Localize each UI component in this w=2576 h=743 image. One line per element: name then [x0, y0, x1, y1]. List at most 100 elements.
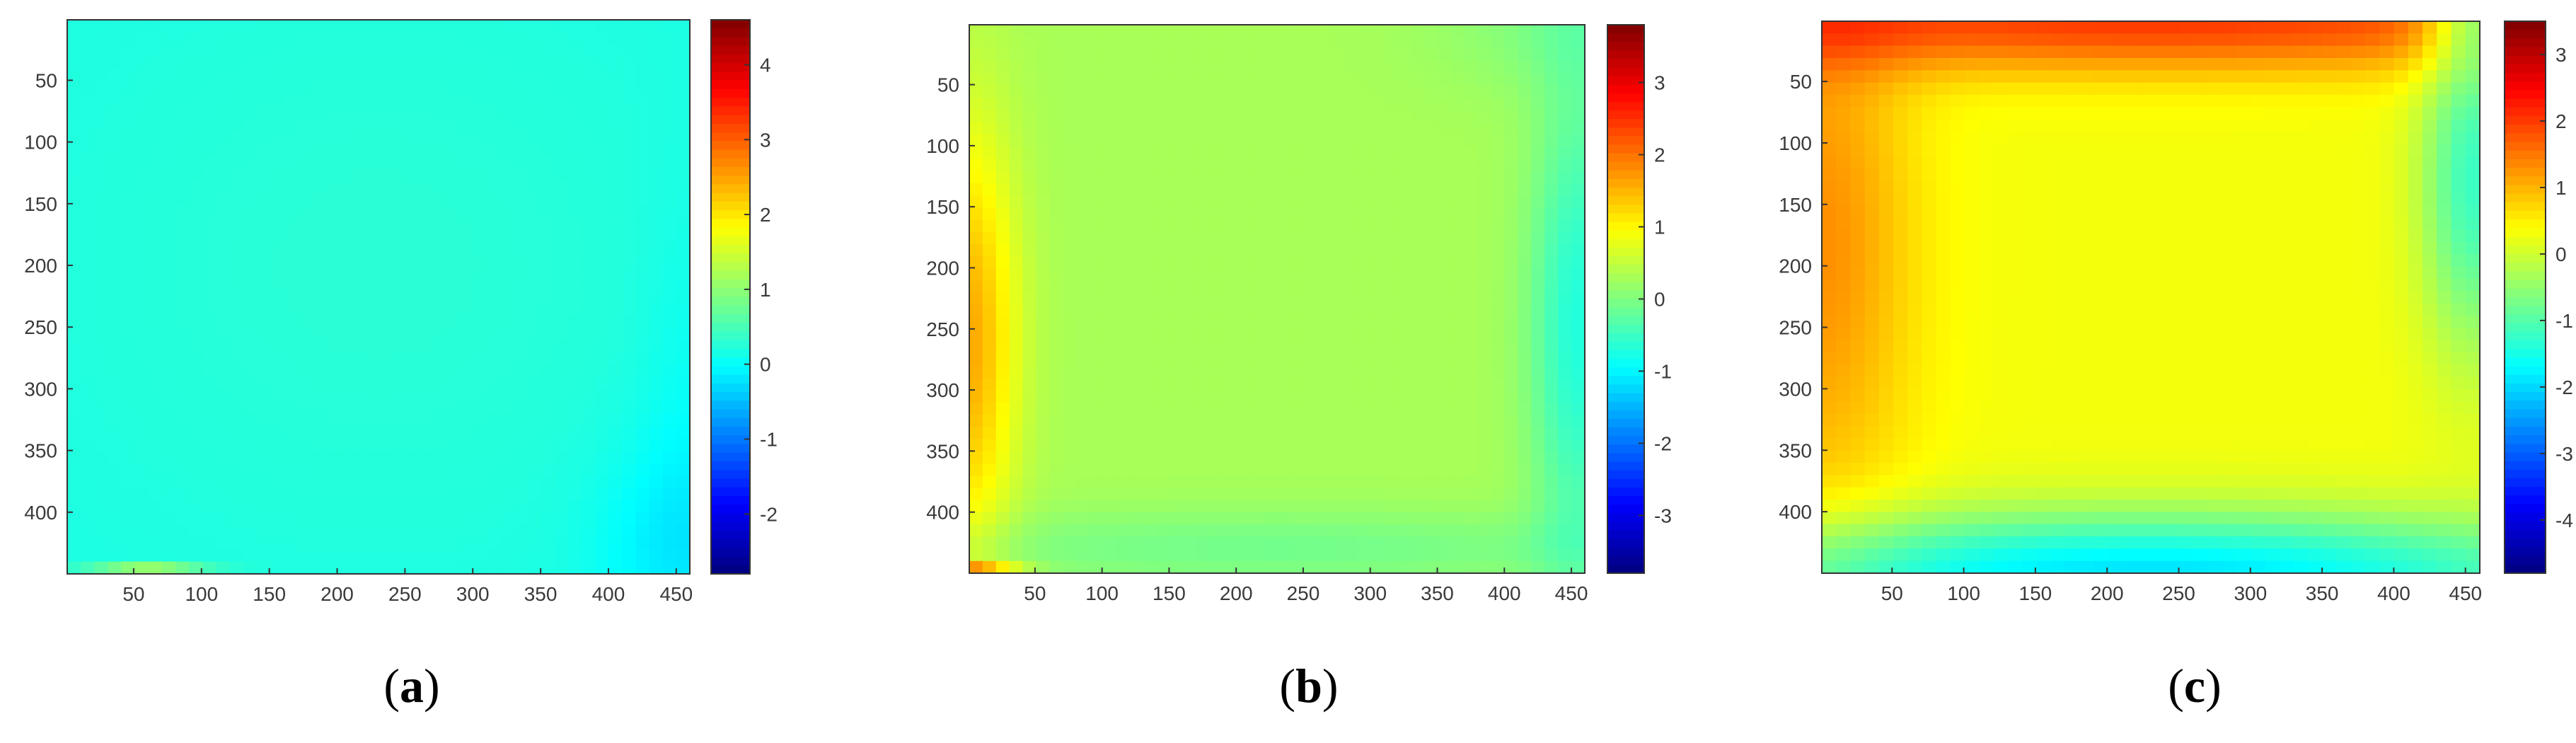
heatmap-cell [379, 81, 393, 95]
heatmap-cell [108, 155, 122, 168]
heatmap-cell [608, 20, 623, 33]
heatmap-cell [284, 93, 299, 107]
heatmap-cell [2222, 70, 2238, 83]
heatmap-cell [2236, 21, 2252, 35]
heatmap-cell [270, 130, 284, 144]
heatmap-cell [2251, 58, 2266, 71]
heatmap-cell [364, 69, 379, 82]
heatmap-cell [2122, 144, 2137, 157]
heatmap-cell [284, 118, 299, 132]
heatmap-cell [662, 32, 677, 45]
heatmap-cell [2151, 45, 2166, 59]
heatmap-cell [2279, 107, 2294, 120]
heatmap-cell [635, 44, 650, 57]
heatmap-cell [161, 105, 176, 119]
heatmap-cell [527, 69, 542, 82]
heatmap-cell [608, 32, 623, 45]
heatmap-cell [1893, 95, 1909, 108]
heatmap-cell [284, 130, 299, 144]
heatmap-cell [2365, 132, 2381, 145]
heatmap-cell [2193, 70, 2209, 83]
heatmap-cell [595, 81, 610, 95]
heatmap-cell [392, 105, 407, 119]
heatmap-cell [189, 20, 204, 33]
heatmap-cell [1922, 168, 1937, 182]
heatmap-cell [202, 69, 217, 82]
heatmap-cell [419, 118, 434, 132]
heatmap-cell [121, 143, 136, 156]
heatmap-cell [2422, 95, 2438, 108]
heatmap-cell [81, 20, 96, 33]
heatmap-cell [662, 105, 677, 119]
heatmap-cell [2308, 119, 2323, 132]
heatmap-cell [2294, 144, 2309, 157]
heatmap-cell [2136, 21, 2152, 35]
heatmap-cell [2422, 144, 2438, 157]
heatmap-cell [1878, 70, 1894, 83]
heatmap-cell [432, 143, 447, 156]
heatmap-cell [405, 57, 420, 70]
heatmap-cell [2265, 119, 2280, 132]
heatmap-cell [635, 57, 650, 70]
heatmap-cell [2322, 132, 2338, 145]
heatmap-cell [2437, 168, 2452, 182]
heatmap-cell [1979, 107, 1994, 120]
heatmap-cell [1965, 132, 1980, 145]
heatmap-cell [2322, 107, 2338, 120]
heatmap-cell [2007, 58, 2023, 71]
heatmap-cell [243, 44, 258, 57]
heatmap-cell [2222, 21, 2238, 35]
heatmap-cell [2365, 33, 2381, 47]
heatmap-cell [364, 93, 379, 107]
heatmap-cell [2393, 144, 2409, 157]
heatmap-cell [2050, 168, 2066, 182]
heatmap-cell [405, 32, 420, 45]
heatmap-cell [2279, 168, 2294, 182]
heatmap-cell [2279, 95, 2294, 108]
heatmap-cell [419, 57, 434, 70]
heatmap-cell [487, 57, 501, 70]
heatmap-cell [1850, 33, 1866, 47]
heatmap-cell [324, 69, 339, 82]
heatmap-cell [108, 81, 122, 95]
heatmap-cell [662, 20, 677, 33]
heatmap-cell [1864, 82, 1880, 96]
heatmap-cell [2365, 144, 2381, 157]
heatmap-cell [324, 130, 339, 144]
heatmap-cell [1878, 58, 1894, 71]
heatmap-cell [67, 130, 81, 144]
heatmap-cell [446, 118, 461, 132]
heatmap-cell [392, 93, 407, 107]
heatmap-cell [134, 57, 149, 70]
heatmap-cell [419, 143, 434, 156]
heatmap-cell [446, 143, 461, 156]
heatmap-cell [1850, 21, 1866, 35]
heatmap-cell [2336, 21, 2352, 35]
heatmap-cell [459, 69, 474, 82]
heatmap-cell [2151, 119, 2166, 132]
heatmap-cell [1850, 107, 1866, 120]
heatmap-cell [2336, 156, 2352, 169]
heatmap-cell [148, 44, 163, 57]
heatmap-cell [202, 105, 217, 119]
heatmap-cell [554, 20, 569, 33]
heatmap-cell [2222, 45, 2238, 59]
heatmap-cell [202, 130, 217, 144]
heatmap-cell [432, 20, 447, 33]
heatmap-cell [2193, 58, 2209, 71]
heatmap-cell [2207, 33, 2223, 47]
heatmap-cell [364, 57, 379, 70]
heatmap-cell [1822, 95, 1837, 108]
heatmap-cell [2036, 180, 2052, 194]
heatmap-cell [514, 130, 529, 144]
heatmap-cell [216, 105, 231, 119]
heatmap-cell [134, 69, 149, 82]
heatmap-cell [2365, 95, 2381, 108]
heatmap-cell [554, 130, 569, 144]
heatmap-cell [324, 155, 339, 168]
heatmap-cell [2279, 58, 2294, 71]
heatmap-cell [459, 32, 474, 45]
heatmap-cell [94, 44, 109, 57]
heatmap-cell [351, 93, 366, 107]
heatmap-cell [1907, 45, 1923, 59]
